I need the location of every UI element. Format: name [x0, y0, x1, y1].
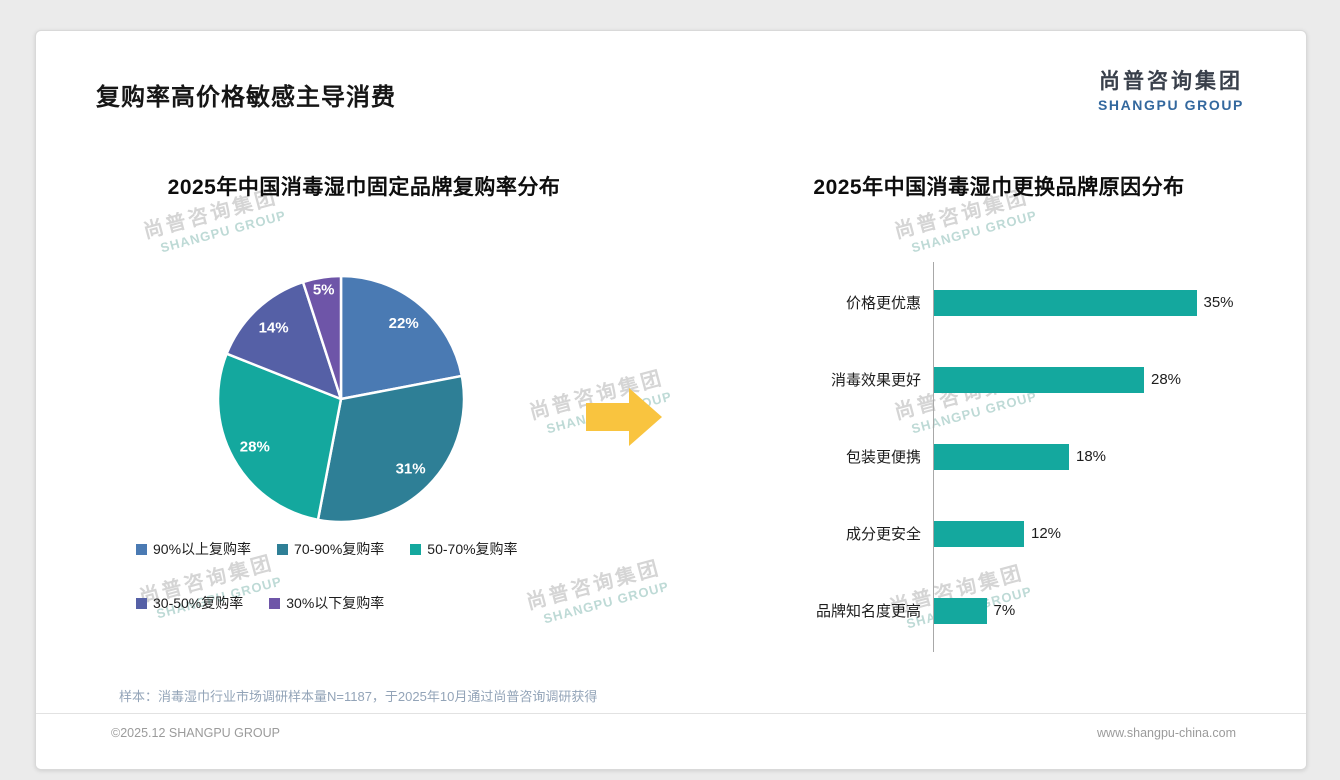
bar-value-label: 35%: [1203, 294, 1234, 311]
bar-chart-title: 2025年中国消毒湿巾更换品牌原因分布: [813, 176, 1185, 199]
copyright-text: ©2025.12 SHANGPU GROUP: [111, 726, 280, 740]
legend-item: 50-70%复购率: [410, 539, 518, 559]
bar-row: 包装更便携 18%: [736, 418, 1276, 495]
bar-category-label: 成分更安全: [845, 526, 921, 543]
legend-item: 90%以上复购率: [136, 539, 251, 559]
bar-row: 消毒效果更好 28%: [736, 341, 1276, 418]
footer-bar: ©2025.12 SHANGPU GROUP www.shangpu-china…: [36, 713, 1306, 769]
pie-slice-90%以上复购率: [339, 274, 464, 401]
legend-label: 70-90%复购率: [294, 541, 385, 557]
pie-data-label: 31%: [396, 461, 426, 478]
legend-label: 30%以下复购率: [286, 595, 385, 611]
legend-swatch-icon: [136, 543, 147, 555]
legend-swatch-icon: [136, 597, 147, 609]
website-text: www.shangpu-china.com: [1097, 726, 1236, 740]
legend-swatch-icon: [277, 543, 289, 555]
company-logo: 尚普咨询集团 SHANGPU GROUP: [1098, 65, 1244, 113]
bar-fill: [934, 520, 1024, 547]
bar-value-label: 12%: [1031, 525, 1062, 542]
bar-value-label: 28%: [1151, 371, 1182, 388]
arrow-right-icon: [586, 388, 662, 446]
pie-slice-30%以下复购率: [301, 274, 343, 401]
bar-fill: [934, 289, 1197, 316]
legend-item: 30-50%复购率: [136, 593, 243, 613]
pie-data-label: 5%: [313, 282, 335, 299]
bar-fill: [934, 443, 1069, 470]
pie-slice-50-70%复购率: [216, 352, 343, 522]
legend-label: 30-50%复购率: [153, 595, 244, 611]
bar-category-label: 品牌知名度更高: [815, 603, 921, 620]
bar-row: 品牌知名度更高 7%: [736, 572, 1276, 649]
bar-category-label: 价格更优惠: [845, 295, 921, 312]
legend-item: 30%以下复购率: [269, 593, 384, 613]
sample-note: 样本：消毒湿巾行业市场调研样本量N=1187，于2025年10月通过尚普咨询调研…: [119, 689, 598, 704]
page-title: 复购率高价格敏感主导消费: [96, 84, 396, 111]
bar-chart: 价格更优惠 35% 消毒效果更好 28% 包装更便携 18% 成分更安全 12% 品牌知名度更高…: [736, 262, 1276, 652]
bar-fill: [934, 597, 987, 624]
legend-item: 70-90%复购率: [277, 539, 384, 559]
logo-chinese-name: 尚普咨询集团: [1098, 70, 1243, 93]
legend-label: 90%以上复购率: [153, 541, 252, 557]
logo-english-name: SHANGPU GROUP: [1097, 97, 1244, 113]
legend-swatch-icon: [269, 597, 281, 609]
pie-chart: 22% 31% 28% 14% 5%: [216, 274, 466, 524]
bar-category-label: 消毒效果更好: [830, 372, 921, 389]
pie-data-label: 22%: [389, 315, 419, 332]
bar-fill: [934, 366, 1144, 393]
pie-data-label: 14%: [259, 319, 289, 336]
pie-slice-70-90%复购率: [316, 374, 466, 524]
bar-value-label: 7%: [993, 602, 1016, 619]
bar-row: 价格更优惠 35%: [736, 264, 1276, 341]
bar-category-label: 包装更便携: [845, 449, 921, 466]
bar-value-label: 18%: [1076, 448, 1107, 465]
pie-data-label: 28%: [240, 438, 270, 455]
pie-chart-title: 2025年中国消毒湿巾固定品牌复购率分布: [167, 176, 561, 199]
pie-legend: 90%以上复购率 70-90%复购率 50-70%复购率 30-50%复购率 30%以下…: [136, 539, 616, 647]
legend-label: 50-70%复购率: [427, 541, 518, 557]
slide-card: 尚普咨询集团 SHANGPU GROUP 尚普咨询集团 SHANGPU GROUP 尚普…: [35, 30, 1307, 770]
bar-chart-axis-line: [933, 262, 934, 652]
bar-row: 成分更安全 12%: [736, 495, 1276, 572]
legend-swatch-icon: [410, 543, 422, 555]
